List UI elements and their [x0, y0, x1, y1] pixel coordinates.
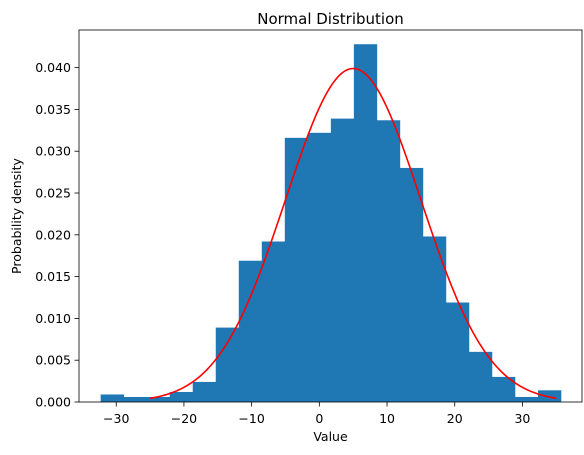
plot-area-frame	[78, 29, 583, 403]
histogram-bar	[422, 236, 447, 402]
x-tick-label: 30	[514, 411, 530, 426]
y-axis-ticks: 0.000 0.005 0.010 0.015 0.020 0.025 0.030 0.035…	[35, 60, 79, 410]
histogram-bar	[284, 137, 309, 402]
histogram-bar	[468, 351, 493, 402]
histogram-bar	[146, 396, 171, 402]
histogram-bar	[169, 391, 194, 402]
histogram-bars	[100, 44, 562, 403]
normal-pdf-curve	[149, 67, 557, 400]
y-tick-label: 0.000	[35, 395, 71, 410]
y-tick-label: 0.020	[35, 227, 71, 242]
histogram-bar	[330, 118, 355, 403]
y-tick-label: 0.005	[35, 353, 71, 368]
chart-title: Normal Distribution	[257, 10, 404, 28]
histogram-bar	[192, 381, 217, 402]
y-tick-label: 0.025	[35, 186, 71, 201]
histogram-bar	[514, 396, 539, 402]
x-tick-label: −30	[103, 411, 129, 426]
x-tick-label: 10	[379, 411, 395, 426]
histogram-bar	[100, 394, 124, 402]
histogram-bar	[491, 376, 516, 402]
histogram-bar	[399, 167, 424, 402]
y-tick-label: 0.010	[35, 311, 71, 326]
x-axis-ticks: −30 −20 −10 0 10 20 30	[103, 402, 530, 426]
histogram-bar	[215, 327, 240, 402]
histogram-bar	[307, 132, 332, 402]
y-tick-label: 0.015	[35, 269, 71, 284]
x-axis-label: Value	[313, 429, 348, 444]
histogram-bar	[238, 260, 263, 402]
histogram-bar	[376, 120, 401, 402]
density-curve-layer	[149, 67, 557, 400]
y-tick-label: 0.030	[35, 144, 71, 159]
x-tick-label: −10	[238, 411, 264, 426]
histogram-bar	[123, 396, 147, 402]
histogram-bar	[445, 302, 470, 402]
x-tick-label: −20	[171, 411, 197, 426]
y-tick-label: 0.035	[35, 102, 71, 117]
x-tick-label: 0	[315, 411, 323, 426]
histogram-bar	[353, 44, 378, 403]
y-axis-label: Probability density	[9, 157, 24, 273]
y-tick-label: 0.040	[35, 60, 71, 75]
x-tick-label: 20	[447, 411, 463, 426]
histogram-bar	[261, 241, 286, 402]
histogram-bar	[538, 390, 562, 402]
